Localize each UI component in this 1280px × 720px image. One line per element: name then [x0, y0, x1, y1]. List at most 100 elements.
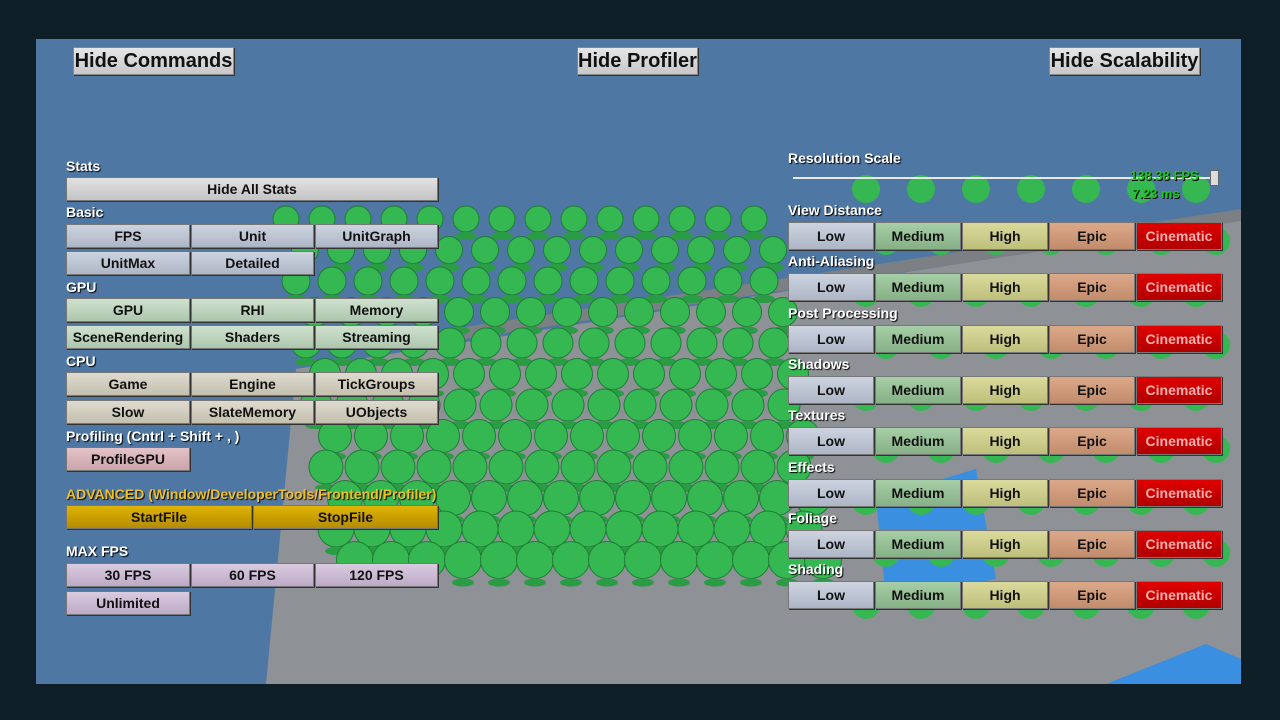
sphere-base — [671, 232, 693, 240]
resolution-scale-slider[interactable] — [793, 177, 1215, 179]
30-fps-button[interactable]: 30 FPS — [66, 563, 190, 587]
anti-aliasing-epic-button[interactable]: Epic — [1049, 273, 1135, 302]
sphere — [741, 358, 773, 390]
foliage-epic-button[interactable]: Epic — [1049, 529, 1135, 558]
sphere — [308, 449, 344, 485]
post-processing-epic-button[interactable]: Epic — [1049, 324, 1135, 353]
tickgroups-button[interactable]: TickGroups — [315, 372, 438, 396]
view-distance-epic-button[interactable]: Epic — [1049, 222, 1135, 250]
sphere — [642, 419, 676, 453]
startfile-button[interactable]: StartFile — [66, 505, 252, 529]
shading-epic-button[interactable]: Epic — [1049, 581, 1135, 610]
60-fps-button[interactable]: 60 FPS — [191, 563, 314, 587]
effects-high-button[interactable]: High — [962, 478, 1048, 507]
sphere-base — [537, 295, 559, 303]
post-processing-medium-button[interactable]: Medium — [875, 324, 961, 353]
sphere — [533, 266, 563, 296]
effects-epic-button[interactable]: Epic — [1049, 478, 1135, 507]
stopfile-button[interactable]: StopFile — [253, 505, 438, 529]
sphere-base — [645, 295, 667, 303]
sphere — [696, 297, 726, 327]
post-processing-cinematic-button[interactable]: Cinematic — [1136, 324, 1222, 353]
effects-medium-button[interactable]: Medium — [875, 478, 961, 507]
sphere — [425, 266, 455, 296]
shadows-cinematic-button[interactable]: Cinematic — [1136, 375, 1222, 404]
unlimited-fps-button[interactable]: Unlimited — [66, 591, 190, 615]
sphere — [615, 480, 651, 516]
sphere — [605, 266, 635, 296]
shadows-epic-button[interactable]: Epic — [1049, 375, 1135, 404]
gpu-button[interactable]: GPU — [66, 298, 190, 322]
sphere-base — [524, 578, 546, 587]
rhi-button[interactable]: RHI — [191, 298, 314, 322]
textures-medium-button[interactable]: Medium — [875, 427, 961, 456]
post-processing-low-button[interactable]: Low — [788, 324, 874, 353]
shadows-medium-button[interactable]: Medium — [875, 375, 961, 404]
uobjects-button[interactable]: UObjects — [315, 400, 438, 424]
view-distance-medium-button[interactable]: Medium — [875, 222, 961, 250]
slatememory-button[interactable]: SlateMemory — [191, 400, 314, 424]
textures-cinematic-button[interactable]: Cinematic — [1136, 427, 1222, 456]
foliage-high-button[interactable]: High — [962, 529, 1048, 558]
textures-low-button[interactable]: Low — [788, 427, 874, 456]
sphere — [344, 449, 380, 485]
shading-medium-button[interactable]: Medium — [875, 581, 961, 610]
detailed-button[interactable]: Detailed — [191, 251, 314, 275]
anti-aliasing-low-button[interactable]: Low — [788, 273, 874, 302]
sphere — [525, 358, 557, 390]
sphere — [722, 327, 754, 359]
shaders-button[interactable]: Shaders — [191, 325, 314, 349]
sphere-base — [455, 232, 477, 240]
slow-button[interactable]: Slow — [66, 400, 190, 424]
unit-button[interactable]: Unit — [191, 224, 314, 248]
effects-cinematic-button[interactable]: Cinematic — [1136, 478, 1222, 507]
hide-commands-button[interactable]: Hide Commands — [73, 47, 234, 75]
foliage-low-button[interactable]: Low — [788, 529, 874, 558]
effects-low-button[interactable]: Low — [788, 478, 874, 507]
sphere-base — [753, 295, 775, 303]
game-button[interactable]: Game — [66, 372, 190, 396]
sphere — [677, 266, 707, 296]
unitgraph-button[interactable]: UnitGraph — [315, 224, 438, 248]
fps-button[interactable]: FPS — [66, 224, 190, 248]
foliage-medium-button[interactable]: Medium — [875, 529, 961, 558]
streaming-button[interactable]: Streaming — [315, 325, 438, 349]
sphere — [579, 236, 607, 264]
textures-high-button[interactable]: High — [962, 427, 1048, 456]
hide-scalability-button[interactable]: Hide Scalability — [1049, 47, 1200, 75]
scenerendering-button[interactable]: SceneRendering — [66, 325, 190, 349]
gpu-label: GPU — [66, 279, 97, 295]
view-distance-low-button[interactable]: Low — [788, 222, 874, 250]
anti-aliasing-high-button[interactable]: High — [962, 273, 1048, 302]
shading-high-button[interactable]: High — [962, 581, 1048, 610]
120-fps-button[interactable]: 120 FPS — [315, 563, 438, 587]
shading-low-button[interactable]: Low — [788, 581, 874, 610]
view-distance-high-button[interactable]: High — [962, 222, 1048, 250]
post-processing-high-button[interactable]: High — [962, 324, 1048, 353]
foliage-cinematic-button[interactable]: Cinematic — [1136, 529, 1222, 558]
advanced-label: ADVANCED (Window/DeveloperTools/Frontend… — [66, 486, 437, 502]
textures-epic-button[interactable]: Epic — [1049, 427, 1135, 456]
game-viewport: Hide Commands Hide Profiler Hide Scalabi… — [36, 39, 1241, 684]
sphere-base — [717, 295, 739, 303]
hide-profiler-button[interactable]: Hide Profiler — [577, 47, 698, 75]
sphere — [660, 541, 698, 579]
sphere — [444, 541, 482, 579]
shadows-low-button[interactable]: Low — [788, 375, 874, 404]
anti-aliasing-cinematic-button[interactable]: Cinematic — [1136, 273, 1222, 302]
shadows-high-button[interactable]: High — [962, 375, 1048, 404]
sphere — [907, 175, 935, 203]
sphere — [443, 388, 477, 422]
resolution-scale-slider-handle[interactable] — [1210, 170, 1219, 186]
view-distance-cinematic-button[interactable]: Cinematic — [1136, 222, 1222, 250]
memory-button[interactable]: Memory — [315, 298, 438, 322]
hide-all-stats-button[interactable]: Hide All Stats — [66, 177, 438, 201]
sphere — [506, 327, 538, 359]
profilegpu-button[interactable]: ProfileGPU — [66, 447, 190, 471]
shading-cinematic-button[interactable]: Cinematic — [1136, 581, 1222, 610]
anti-aliasing-medium-button[interactable]: Medium — [875, 273, 961, 302]
sphere — [704, 205, 732, 233]
engine-button[interactable]: Engine — [191, 372, 314, 396]
sphere — [731, 388, 765, 422]
unitmax-button[interactable]: UnitMax — [66, 251, 190, 275]
